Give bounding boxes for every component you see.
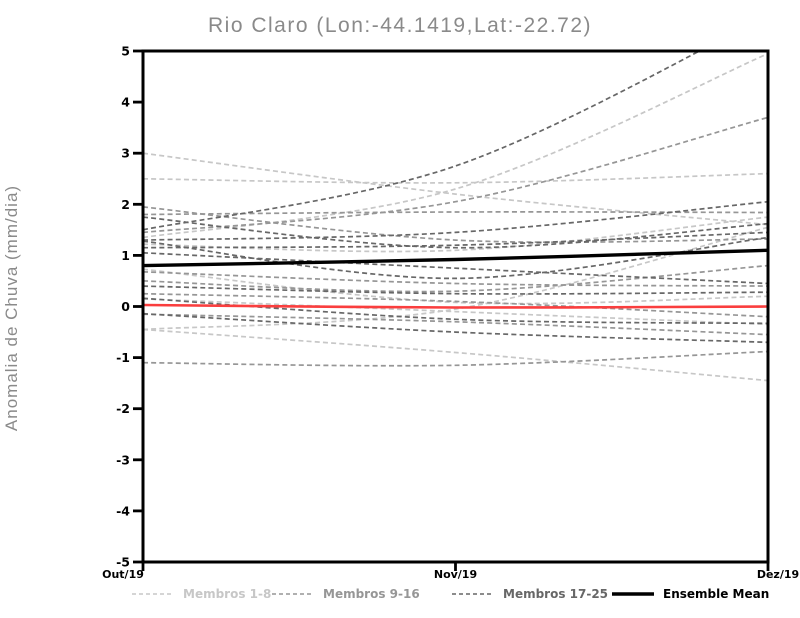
y-tick-label: -1	[116, 350, 130, 365]
y-tick-label: 1	[121, 248, 130, 263]
member-line	[144, 297, 767, 325]
member-line	[144, 206, 767, 244]
legend-label: Membros 9-16	[323, 587, 420, 601]
member-line	[144, 53, 767, 239]
legend-item-membros-1: Membros 9-16	[271, 584, 420, 604]
chart-title: Rio Claro (Lon:-44.1419,Lat:-22.72)	[207, 14, 593, 37]
y-tick-label: -3	[116, 452, 130, 467]
dashed-line-swatch-icon	[132, 593, 174, 595]
member-line	[144, 236, 767, 280]
member-line	[144, 264, 767, 293]
member-line	[144, 328, 767, 382]
x-tick-label: Out/19	[102, 568, 144, 581]
x-tick-label: Nov/19	[434, 568, 477, 581]
member-line	[144, 297, 767, 326]
dashed-line-swatch-icon	[272, 593, 314, 595]
y-tick-label: 0	[121, 299, 130, 314]
legend-item-ensemble-mean: Ensemble Mean	[611, 584, 769, 604]
y-tick-label: -5	[116, 555, 130, 570]
ensemble-mean-line	[144, 248, 767, 268]
member-line	[144, 172, 767, 184]
member-line	[144, 226, 767, 331]
member-line	[144, 251, 767, 285]
member-line	[144, 268, 767, 305]
member-line	[144, 292, 767, 318]
legend: Membros 1-8 Membros 9-16 Membros 17-25 Ense…	[0, 584, 800, 606]
zero-reference-line	[144, 303, 767, 309]
member-line	[144, 216, 767, 253]
member-line	[144, 270, 767, 287]
member-line	[144, 211, 767, 216]
legend-label: Ensemble Mean	[663, 587, 770, 601]
member-line	[144, 216, 767, 249]
dashed-line-swatch-icon	[452, 593, 494, 595]
series-lines	[144, 52, 767, 382]
member-line	[144, 200, 767, 241]
y-tick-label: -2	[116, 401, 130, 416]
x-tick-label: Dez/19	[757, 568, 799, 581]
y-tick-label: -4	[116, 503, 130, 518]
legend-item-membros-0: Membros 1-8	[131, 584, 271, 604]
y-tick-label: 2	[121, 197, 130, 212]
legend-label: Membros 1-8	[183, 587, 272, 601]
member-line	[144, 312, 767, 344]
solid-line-swatch-icon	[612, 592, 654, 596]
legend-label: Membros 17-25	[503, 587, 609, 601]
member-line	[144, 52, 700, 231]
member-line	[144, 313, 767, 336]
y-tick-label: 4	[121, 95, 130, 110]
member-line	[144, 116, 767, 234]
member-line	[144, 152, 767, 226]
member-line	[144, 231, 767, 249]
y-tick-label: 5	[121, 44, 130, 59]
legend-item-membros-2: Membros 17-25	[451, 584, 608, 604]
member-line	[144, 285, 767, 295]
y-tick-label: 3	[121, 146, 130, 161]
member-line	[144, 350, 767, 367]
